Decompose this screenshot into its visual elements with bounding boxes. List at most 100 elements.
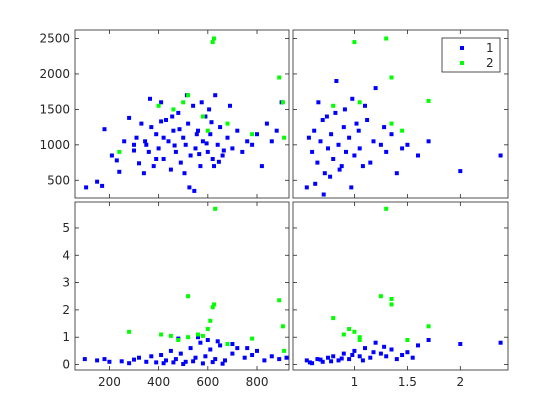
data-point-series-1 bbox=[245, 346, 250, 351]
data-point-series-1 bbox=[250, 353, 255, 357]
data-point-series-1 bbox=[154, 132, 159, 137]
data-point-series-1 bbox=[102, 127, 107, 132]
data-point-series-1 bbox=[320, 118, 325, 122]
data-point-series-1 bbox=[339, 356, 344, 361]
data-point-series-1 bbox=[326, 355, 330, 360]
data-point-series-1 bbox=[168, 348, 173, 353]
data-point-series-1 bbox=[225, 135, 230, 140]
data-point-series-2 bbox=[205, 327, 210, 331]
data-point-series-1 bbox=[352, 348, 357, 353]
data-point-series-1 bbox=[154, 157, 159, 161]
data-point-series-2 bbox=[280, 324, 285, 329]
axes-box bbox=[292, 201, 509, 371]
data-point-series-2 bbox=[389, 297, 394, 301]
data-point-series-1 bbox=[318, 357, 323, 362]
data-point-series-2 bbox=[186, 294, 191, 299]
x-tick-label: 1.5 bbox=[398, 375, 417, 389]
data-point-series-2 bbox=[352, 329, 357, 334]
y-tick-label: 4 bbox=[62, 248, 70, 262]
data-point-series-1 bbox=[328, 174, 333, 179]
legend: 12 bbox=[441, 37, 501, 73]
data-point-series-1 bbox=[349, 185, 354, 190]
x-tick-label: 600 bbox=[196, 375, 219, 389]
data-point-series-1 bbox=[410, 355, 415, 360]
data-point-series-1 bbox=[220, 361, 225, 366]
data-point-series-2 bbox=[389, 121, 394, 126]
data-point-series-1 bbox=[151, 164, 156, 169]
data-point-series-1 bbox=[342, 107, 347, 112]
data-point-series-2 bbox=[357, 338, 362, 342]
data-point-series-1 bbox=[373, 86, 378, 91]
y-tick-label: 1 bbox=[62, 330, 70, 344]
data-point-series-2 bbox=[212, 302, 216, 307]
data-point-series-1 bbox=[171, 360, 176, 365]
data-point-series-2 bbox=[378, 294, 383, 299]
data-point-series-1 bbox=[339, 164, 344, 169]
data-point-series-1 bbox=[235, 128, 240, 133]
data-point-series-1 bbox=[132, 357, 136, 362]
data-point-series-1 bbox=[284, 355, 289, 360]
data-point-series-1 bbox=[210, 157, 215, 161]
axes-box bbox=[74, 201, 290, 371]
data-point-series-1 bbox=[336, 142, 341, 147]
data-point-series-1 bbox=[181, 362, 186, 366]
data-point-series-1 bbox=[149, 354, 154, 359]
data-point-series-1 bbox=[360, 164, 365, 169]
data-point-series-2 bbox=[196, 332, 200, 337]
data-point-series-1 bbox=[337, 167, 342, 172]
data-point-series-2 bbox=[277, 75, 282, 80]
data-point-series-2 bbox=[213, 206, 218, 211]
data-point-series-1 bbox=[341, 351, 346, 356]
data-point-series-1 bbox=[161, 135, 166, 140]
data-point-series-1 bbox=[357, 354, 362, 359]
data-point-series-1 bbox=[186, 121, 191, 126]
data-point-series-2 bbox=[352, 40, 357, 45]
data-point-series-1 bbox=[336, 358, 341, 363]
data-point-series-2 bbox=[389, 75, 394, 80]
data-point-series-1 bbox=[269, 139, 274, 144]
data-point-series-1 bbox=[230, 351, 235, 356]
data-point-series-2 bbox=[384, 36, 389, 41]
data-point-series-1 bbox=[176, 110, 181, 115]
data-point-series-1 bbox=[187, 185, 192, 190]
data-point-series-1 bbox=[207, 107, 212, 112]
data-point-series-1 bbox=[230, 342, 235, 346]
data-point-series-1 bbox=[100, 183, 105, 188]
data-point-series-1 bbox=[310, 149, 315, 154]
data-point-series-1 bbox=[321, 192, 326, 197]
data-point-series-1 bbox=[458, 342, 463, 346]
data-point-series-2 bbox=[127, 329, 132, 334]
data-point-series-1 bbox=[192, 188, 197, 193]
data-point-series-1 bbox=[384, 354, 389, 359]
data-point-series-1 bbox=[117, 169, 122, 174]
y-tick-label: 1500 bbox=[39, 102, 70, 116]
data-point-series-1 bbox=[191, 103, 196, 108]
data-point-series-1 bbox=[215, 142, 220, 147]
data-point-series-1 bbox=[250, 142, 255, 147]
data-point-series-2 bbox=[277, 298, 282, 303]
data-point-series-1 bbox=[170, 114, 175, 119]
data-point-series-1 bbox=[356, 128, 361, 133]
data-point-series-1 bbox=[137, 355, 141, 360]
data-point-series-1 bbox=[173, 149, 178, 154]
data-point-series-2 bbox=[250, 132, 255, 137]
data-point-series-1 bbox=[198, 340, 203, 345]
data-point-series-1 bbox=[166, 139, 171, 144]
data-point-series-2 bbox=[176, 338, 181, 342]
data-point-series-1 bbox=[132, 142, 136, 147]
y-tick-label: 1000 bbox=[39, 138, 70, 152]
data-point-series-1 bbox=[172, 143, 177, 148]
data-point-series-1 bbox=[347, 135, 352, 140]
data-point-series-2 bbox=[250, 336, 255, 341]
data-point-series-1 bbox=[221, 148, 226, 153]
data-point-series-1 bbox=[196, 128, 200, 133]
data-point-series-1 bbox=[208, 347, 213, 352]
data-point-series-1 bbox=[394, 357, 399, 362]
data-point-series-1 bbox=[149, 125, 154, 130]
data-point-series-1 bbox=[312, 128, 317, 133]
data-point-series-1 bbox=[197, 152, 202, 157]
data-point-series-1 bbox=[350, 353, 355, 357]
data-point-series-1 bbox=[177, 127, 182, 132]
data-point-series-1 bbox=[144, 142, 149, 147]
data-point-series-1 bbox=[416, 343, 420, 348]
